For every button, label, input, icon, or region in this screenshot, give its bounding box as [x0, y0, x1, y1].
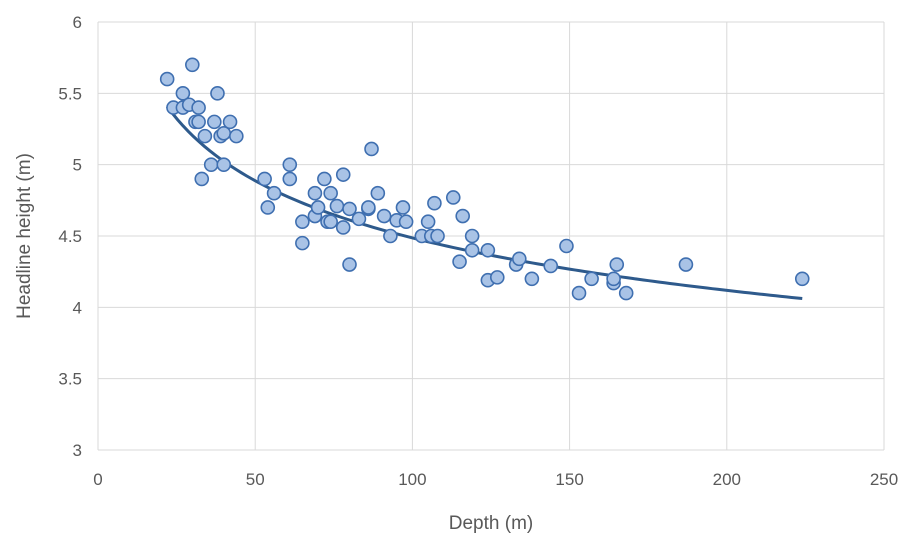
data-point	[295, 235, 310, 251]
data-point	[452, 254, 467, 269]
data-points	[159, 57, 810, 301]
y-tick-label: 6	[73, 13, 82, 32]
data-point	[257, 171, 272, 187]
data-point	[295, 214, 310, 230]
data-point	[427, 195, 442, 211]
data-point	[430, 228, 445, 244]
data-point	[511, 251, 527, 267]
x-tick-label: 0	[93, 470, 102, 489]
data-point	[480, 242, 496, 258]
data-point	[543, 258, 559, 274]
grid-lines	[97, 21, 885, 451]
data-point	[323, 185, 338, 201]
data-point	[335, 167, 351, 182]
data-point	[342, 201, 357, 217]
data-point	[794, 271, 810, 287]
data-point	[229, 128, 244, 144]
data-point	[606, 271, 621, 287]
data-point	[175, 86, 191, 101]
x-axis-title: Depth (m)	[449, 513, 533, 534]
data-point	[464, 228, 480, 244]
data-point	[310, 200, 326, 215]
data-point	[159, 71, 175, 87]
data-point	[191, 100, 206, 115]
x-tick-label: 200	[713, 470, 741, 489]
data-point	[383, 228, 398, 244]
data-point	[618, 285, 634, 301]
data-point	[376, 208, 392, 224]
data-point	[282, 157, 298, 172]
data-point	[266, 185, 282, 201]
y-axis-title: Headline height (m)	[14, 153, 35, 319]
data-point	[559, 238, 574, 254]
data-point	[678, 257, 694, 272]
data-point	[194, 171, 210, 187]
data-point	[524, 271, 540, 287]
data-point	[584, 271, 599, 287]
data-point	[420, 214, 436, 230]
data-point	[222, 114, 238, 130]
data-point	[335, 220, 351, 235]
data-point	[203, 157, 219, 172]
data-point	[216, 157, 232, 172]
y-tick-label: 5.5	[58, 84, 82, 103]
x-tick-label: 250	[870, 470, 898, 489]
data-point	[317, 171, 332, 187]
data-point	[464, 242, 480, 258]
y-tick-label: 5	[73, 156, 82, 175]
x-tick-label: 150	[555, 470, 583, 489]
data-point	[282, 171, 298, 187]
x-tick-label: 50	[246, 470, 265, 489]
data-point	[364, 141, 379, 157]
y-tick-label: 3	[73, 441, 82, 460]
data-point	[342, 257, 357, 272]
data-point	[395, 200, 411, 215]
data-point	[197, 128, 213, 144]
data-point	[210, 86, 225, 101]
trendline	[165, 105, 803, 301]
y-tick-label: 3.5	[58, 370, 82, 389]
data-point	[609, 257, 625, 272]
data-point	[185, 57, 200, 73]
data-point	[307, 185, 323, 201]
data-point	[207, 114, 222, 130]
data-point	[260, 200, 276, 215]
y-tick-label: 4	[73, 298, 82, 317]
data-point	[571, 285, 587, 301]
data-point	[323, 214, 338, 230]
tick-labels: 3 3.5 4 4.5 5 5.5 6 0 50 100 150 200 250	[58, 13, 898, 489]
data-point	[361, 200, 376, 215]
data-point	[445, 190, 461, 205]
x-tick-label: 100	[398, 470, 426, 489]
data-point	[370, 185, 386, 201]
data-point	[191, 114, 206, 130]
y-tick-label: 4.5	[58, 227, 82, 246]
data-point	[329, 198, 345, 214]
data-point	[489, 270, 505, 285]
data-point	[455, 208, 471, 224]
data-point	[351, 211, 367, 227]
data-point	[398, 214, 414, 230]
